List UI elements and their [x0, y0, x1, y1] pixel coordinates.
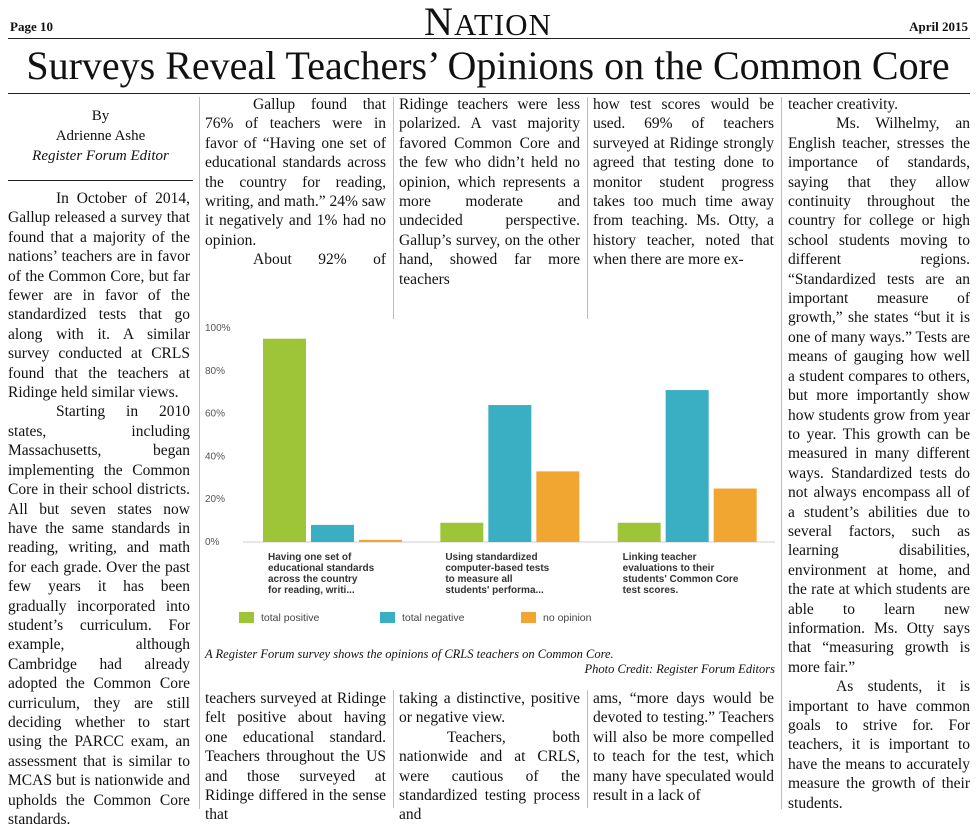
paragraph: Teachers, both nationwide and at CRLS, w… [399, 728, 580, 824]
paragraph: taking a distinctive, positive or negati… [399, 690, 580, 727]
bar-no-opinion [359, 539, 402, 542]
article-column-2-bottom: teachers surveyed at Ridinge felt positi… [205, 689, 386, 825]
legend-swatch [239, 612, 254, 623]
x-category-label: Linking teacher [623, 552, 697, 563]
paragraph: Starting in 2010 states, including Massa… [8, 403, 190, 828]
column-divider [587, 690, 588, 808]
x-category-label: students' performa... [445, 585, 544, 596]
column-divider [393, 690, 394, 808]
article-column-2-top: Gallup found that 76% of teachers were i… [205, 95, 386, 270]
bar-total-negative [311, 524, 354, 542]
survey-bar-chart: 0% 20% 40% 60% 80% 100% Having one set ofeduca… [205, 323, 775, 624]
paragraph: ams, “more days would be devoted to test… [593, 690, 774, 805]
x-category-label: to measure all [445, 574, 512, 585]
article-column-4-bottom: ams, “more days would be devoted to test… [593, 689, 774, 805]
byline-role: Register Forum Editor [32, 148, 169, 164]
byline: By Adrienne Ashe Register Forum Editor [8, 106, 193, 166]
x-category-label: test scores. [623, 585, 679, 596]
article-column-1: In October of 2014, Gallup released a su… [8, 189, 190, 829]
bar-total-positive [617, 522, 661, 542]
header-rule [8, 38, 970, 39]
byline-rule [8, 180, 193, 181]
legend-swatch [521, 612, 536, 623]
headline-rule [8, 93, 970, 94]
x-category-label: across the country [268, 574, 358, 585]
survey-chart: 0% 20% 40% 60% 80% 100% Having one set of educa… [205, 320, 778, 646]
y-tick-label: 20% [205, 494, 225, 505]
y-tick-label: 0% [205, 537, 220, 548]
paragraph: Ridinge teachers were less polarized. A … [399, 96, 580, 288]
bar-total-positive [263, 338, 306, 542]
article-column-3-bottom: taking a distinctive, positive or negati… [399, 689, 580, 825]
article-column-3-top: Ridinge teachers were less polarized. A … [399, 95, 580, 289]
paragraph: teacher creativity. [788, 96, 899, 113]
article-column-4-top: how test scores would be used. 69% of te… [593, 95, 774, 270]
y-tick-label: 40% [205, 451, 225, 462]
issue-date: April 2015 [909, 19, 968, 34]
column-divider [781, 97, 782, 809]
byline-by: By [91, 108, 110, 124]
y-tick-label: 60% [205, 409, 225, 420]
paragraph: teachers surveyed at Ridinge felt positi… [205, 690, 386, 824]
x-category-label: educational standards [268, 563, 375, 574]
section-title: NATION [0, 0, 976, 45]
article-headline: Surveys Reveal Teachers’ Opinions on the… [26, 43, 950, 88]
paragraph: Ms. Wilhelmy, an English teacher, stress… [788, 115, 970, 676]
paragraph: About 92% of [253, 251, 386, 269]
y-tick-label: 80% [205, 366, 225, 377]
figure-caption: A Register Forum survey shows the opinio… [205, 647, 614, 661]
column-divider [199, 97, 200, 809]
section-title-initial: N [424, 0, 454, 44]
section-title-rest: ATION [453, 7, 552, 42]
article-column-5: teacher creativity. Ms. Wilhelmy, an Eng… [788, 95, 970, 813]
column-divider [393, 97, 394, 319]
x-category-label: Having one set of [268, 552, 352, 563]
paragraph: As students, it is important to have com… [788, 678, 970, 812]
x-category-label: Using standardized [445, 552, 537, 563]
bar-total-negative [488, 405, 532, 542]
x-category-label: for reading, writi... [268, 585, 355, 596]
x-category-label: students' Common Core [623, 574, 739, 585]
legend-label: no opinion [543, 612, 592, 624]
legend-swatch [380, 612, 395, 623]
photo-credit: Photo Credit: Register Forum Editors [584, 662, 776, 676]
y-tick-label: 100% [205, 323, 231, 334]
paragraph: how test scores would be used. 69% of te… [593, 96, 774, 269]
bar-no-opinion [536, 471, 580, 542]
column-divider [587, 97, 588, 319]
page-number: Page 10 [10, 19, 53, 34]
bar-no-opinion [713, 488, 757, 542]
bar-total-positive [440, 522, 484, 542]
bar-total-negative [665, 390, 709, 542]
x-category-label: computer-based tests [445, 563, 549, 574]
paragraph: Gallup found that 76% of teachers were i… [205, 96, 386, 249]
legend-label: total negative [402, 612, 465, 624]
x-category-label: evaluations to their [623, 563, 715, 574]
legend-label: total positive [261, 612, 320, 624]
byline-author: Adrienne Ashe [55, 128, 146, 144]
paragraph: In October of 2014, Gallup released a su… [8, 190, 190, 402]
